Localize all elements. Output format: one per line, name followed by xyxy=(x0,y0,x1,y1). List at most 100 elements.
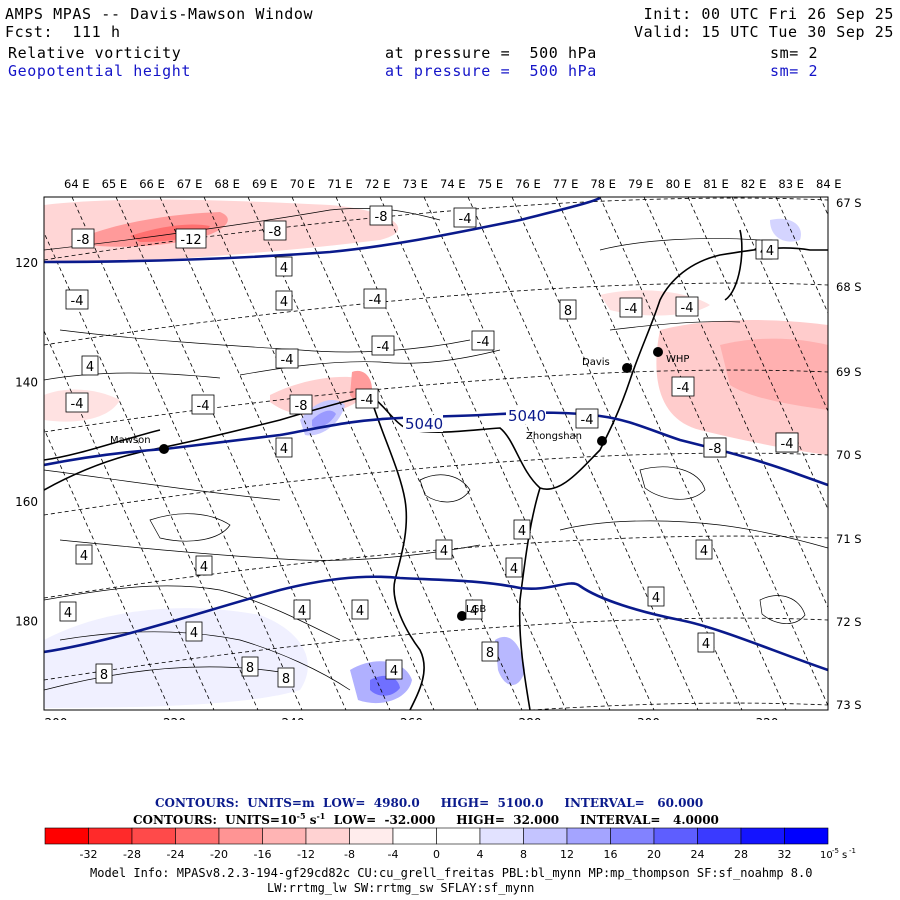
valid-time: Valid: 15 UTC Tue 30 Sep 25 xyxy=(633,23,894,41)
model-info-physics: LW:rrtmg_lw SW:rrtmg_sw SFLAY:sf_mynn xyxy=(267,881,535,895)
vorticity-contour-label: -4 xyxy=(581,413,594,428)
top-longitude-label: 69 E xyxy=(252,177,278,191)
pos-vort-se xyxy=(495,636,525,685)
pos-vort-shelf2 xyxy=(312,410,336,428)
height-labels: 5040 5040 xyxy=(403,407,546,433)
parallel-line xyxy=(44,617,828,681)
meridian-line xyxy=(643,197,828,609)
pos-vort-sw xyxy=(44,608,308,708)
colorbar-unit-exponent: -5 xyxy=(832,847,839,855)
meridian-line xyxy=(687,197,828,511)
meridian-line xyxy=(291,197,523,710)
vorticity-contour-range: LOW= -32.000 HIGH= 32.000 INTERVAL= 4.00… xyxy=(325,813,719,827)
colorbar-swatch xyxy=(305,827,350,845)
top-longitude-label: 80 E xyxy=(666,177,692,191)
y-tick-label: 180 xyxy=(15,615,38,629)
vorticity-contour-label: -8 xyxy=(709,442,722,457)
colorbar-unit-label: 10 xyxy=(820,850,833,861)
colorbar-tick-label: -16 xyxy=(254,848,272,861)
vorticity-label-box xyxy=(513,519,531,540)
vorticity-contour-label: -4 xyxy=(197,399,210,414)
right-latitude-label: 73 S xyxy=(836,698,862,712)
station-zhongshan-dot xyxy=(597,436,607,446)
meridian-line xyxy=(731,197,828,413)
top-longitude-label: 70 E xyxy=(290,177,316,191)
vorticity-contour-label: 8 xyxy=(246,661,254,676)
meridian-line xyxy=(71,197,303,710)
forecast-hour: Fcst: 111 h xyxy=(5,23,121,41)
right-latitude-label: 71 S xyxy=(836,532,862,546)
vorticity-contour-label: 4 xyxy=(518,524,526,539)
colorbar-swatch xyxy=(218,827,263,845)
x-tick-label: 300 xyxy=(637,716,660,720)
colorbar-unit-seconds-exponent: -1 xyxy=(849,847,856,855)
init-time: Init: 00 UTC Fri 26 Sep 25 xyxy=(643,5,894,23)
top-longitude-label: 79 E xyxy=(628,177,654,191)
top-longitude-label: 66 E xyxy=(139,177,165,191)
vorticity-label-box xyxy=(775,432,799,453)
top-longitude-label: 64 E xyxy=(64,177,90,191)
vorticity-label-box xyxy=(95,663,113,684)
right-latitude-label: 69 S xyxy=(836,365,862,379)
vorticity-label-box xyxy=(351,599,369,620)
vorticity-label-box xyxy=(75,544,93,565)
colorbar-swatch xyxy=(392,827,437,845)
height-contour-label: 5040 xyxy=(508,407,546,425)
station-label: LGB xyxy=(466,604,486,615)
vorticity-label-box xyxy=(355,388,379,409)
colorbar-tick-label: 8 xyxy=(520,848,527,861)
height-contour-south xyxy=(44,575,828,672)
vorticity-label-box xyxy=(505,557,523,578)
vorticity-label-box xyxy=(277,667,295,688)
vorticity-label-box xyxy=(471,330,495,351)
parallel-line xyxy=(44,452,828,516)
meridian-line xyxy=(115,197,347,710)
colorbar-swatch xyxy=(610,827,655,845)
vorticity-contour-label: -8 xyxy=(295,399,308,414)
vorticity-label-box xyxy=(481,641,499,662)
colorbar-swatch xyxy=(436,827,481,845)
vorticity-labels: -8-12-8-8-4-4-4-4-4-4-4-4-4-4-4-4-4-4-4-… xyxy=(59,205,799,688)
station-labels: Davis WHP Mawson Zhongshan LGB xyxy=(110,354,689,615)
vorticity-label-box xyxy=(81,355,99,376)
meridian-line xyxy=(864,197,900,710)
vorticity-contour-label: -4 xyxy=(681,301,694,316)
vorticity-label-box xyxy=(675,296,699,317)
colorbar-tick-label: 0 xyxy=(433,848,440,861)
meridian-line xyxy=(467,197,699,710)
colorbar-swatch xyxy=(566,827,611,845)
vorticity-label-box xyxy=(275,437,293,458)
vorticity-contour-label: 4 xyxy=(652,591,660,606)
parallel-line xyxy=(44,282,828,346)
colorbar-tick-label: -8 xyxy=(344,848,355,861)
right-latitude-label: 70 S xyxy=(836,448,862,462)
top-longitude-label: 67 E xyxy=(177,177,203,191)
vorticity-contour-label: -4 xyxy=(281,353,294,368)
vorticity-contour-label: 4 xyxy=(390,664,398,679)
top-longitude-label: 74 E xyxy=(440,177,466,191)
field2-level: at pressure = 500 hPa xyxy=(385,62,597,80)
vorticity-contour-label: 8 xyxy=(282,672,290,687)
colorbar-swatch xyxy=(175,827,220,845)
vorticity-contour-label: -4 xyxy=(361,393,374,408)
neg-vort-east2 xyxy=(720,338,828,410)
y-tick-label: 120 xyxy=(15,256,38,270)
top-longitude-label: 65 E xyxy=(102,177,128,191)
vorticity-contour-label: -4 xyxy=(459,212,472,227)
vorticity-contour-label: 8 xyxy=(100,668,108,683)
vorticity-label-box xyxy=(559,299,577,320)
y-tick-label: 140 xyxy=(15,376,38,390)
vorticity-contour-label: 4 xyxy=(200,560,208,575)
vorticity-label-box xyxy=(575,408,599,429)
right-latitude-label: 68 S xyxy=(836,280,862,294)
colorbar-swatch xyxy=(653,827,698,845)
vorticity-contour-units: CONTOURS: UNITS=10 xyxy=(133,813,297,827)
vorticity-label-box xyxy=(371,335,395,356)
field1-name: Relative vorticity xyxy=(8,44,182,62)
top-longitude-label: 78 E xyxy=(590,177,616,191)
vorticity-contour-label: 4 xyxy=(280,261,288,276)
colorbar-swatch xyxy=(479,827,524,845)
top-longitude-label: 82 E xyxy=(741,177,767,191)
x-tick-label: 260 xyxy=(400,716,423,720)
vorticity-contour-label: -4 xyxy=(677,381,690,396)
